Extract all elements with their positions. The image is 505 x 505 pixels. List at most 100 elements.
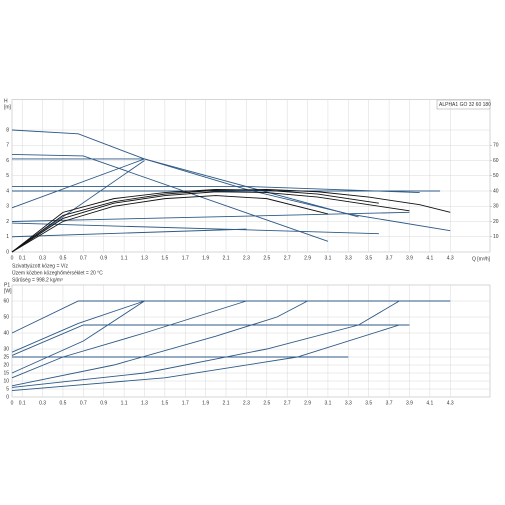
y-tick-label: 50 bbox=[3, 314, 9, 320]
x-tick-label: 0.7 bbox=[80, 400, 87, 406]
y-tick-label: 2 bbox=[6, 219, 9, 225]
note: Üzem közben közeghőmérséklet = 20 °C bbox=[12, 269, 103, 276]
y2-tick-label: 50 bbox=[493, 173, 499, 179]
x-tick-label: 4.3 bbox=[447, 400, 454, 406]
y-tick-label: 5 bbox=[6, 386, 9, 392]
curve bbox=[11, 211, 410, 222]
y2-tick-label: 20 bbox=[493, 219, 499, 225]
x-tick-label: 2.1 bbox=[223, 255, 230, 261]
x-tick-label: 1.1 bbox=[121, 400, 128, 406]
x-tick-label: 1.3 bbox=[141, 255, 148, 261]
x-tick-label: 0.7 bbox=[80, 255, 87, 261]
curve bbox=[12, 185, 420, 193]
x-tick-label: 1.7 bbox=[182, 400, 189, 406]
y-tick-label: 30 bbox=[3, 346, 9, 352]
y-tick-label: 5 bbox=[6, 173, 9, 179]
x-axis-label: Q [m³/h] bbox=[472, 256, 491, 262]
x-tick-label: 4.1 bbox=[426, 400, 433, 406]
curve bbox=[11, 129, 451, 232]
curve bbox=[11, 189, 379, 253]
y-tick-label: 6 bbox=[6, 158, 9, 164]
curve bbox=[11, 191, 410, 253]
y2-tick-label: 40 bbox=[493, 188, 499, 194]
y-tick-label: 3 bbox=[6, 204, 9, 210]
x-tick-label: 0.3 bbox=[39, 400, 46, 406]
curve bbox=[11, 300, 451, 334]
note: Sűrűség = 998.2 kg/m³ bbox=[12, 277, 63, 283]
y-tick-label: 8 bbox=[6, 127, 9, 133]
y2-tick-label: 70 bbox=[493, 143, 499, 149]
x-tick-label: 2.3 bbox=[243, 400, 250, 406]
x-tick-label: 3.1 bbox=[324, 400, 331, 406]
curve bbox=[11, 195, 329, 253]
x-tick-label: 3.9 bbox=[406, 400, 413, 406]
x-tick-label: 2.9 bbox=[304, 400, 311, 406]
y-tick-label: 4 bbox=[6, 188, 9, 194]
x-tick-label: 0 bbox=[11, 255, 14, 261]
x-tick-label: 2.7 bbox=[284, 255, 291, 261]
y-tick-label: 1 bbox=[6, 234, 9, 240]
x-tick-label: 0 bbox=[11, 400, 14, 406]
curve bbox=[11, 300, 308, 387]
y-tick-label: 25 bbox=[3, 354, 9, 360]
x-tick-label: 2.9 bbox=[304, 255, 311, 261]
x-tick-label: 1.9 bbox=[202, 255, 209, 261]
y-axis-unit: [W] bbox=[4, 288, 12, 294]
x-tick-label: 2.3 bbox=[243, 255, 250, 261]
y-tick-label: 15 bbox=[3, 370, 9, 376]
y-tick-label: 7 bbox=[6, 143, 9, 149]
x-tick-label: 1.1 bbox=[121, 255, 128, 261]
x-tick-label: 2.1 bbox=[223, 400, 230, 406]
x-tick-label: 0.9 bbox=[100, 255, 107, 261]
x-tick-label: 0.5 bbox=[59, 400, 66, 406]
x-tick-label: 2.5 bbox=[263, 255, 270, 261]
curve bbox=[11, 300, 400, 388]
x-tick-label: 3.9 bbox=[406, 255, 413, 261]
chart-title: ALPHA1 GO 32 60 180 bbox=[439, 102, 491, 108]
x-tick-label: 3.7 bbox=[386, 255, 393, 261]
x-tick-label: 1.7 bbox=[182, 255, 189, 261]
x-tick-label: 0.1 bbox=[19, 255, 26, 261]
curve bbox=[11, 324, 410, 356]
x-tick-label: 3.5 bbox=[365, 400, 372, 406]
x-tick-label: 3.3 bbox=[345, 400, 352, 406]
y-axis-label: P1 bbox=[4, 282, 10, 288]
curve bbox=[11, 324, 400, 392]
curve bbox=[11, 300, 145, 353]
y-tick-label: 60 bbox=[3, 298, 9, 304]
x-tick-label: 0.5 bbox=[59, 255, 66, 261]
x-tick-label: 0.1 bbox=[19, 400, 26, 406]
x-tick-label: 1.9 bbox=[202, 400, 209, 406]
curve bbox=[11, 228, 247, 238]
note: Szivattyúzott közeg = Víz bbox=[12, 263, 68, 269]
curve bbox=[11, 189, 451, 253]
x-tick-label: 4.1 bbox=[426, 255, 433, 261]
y-tick-label: 20 bbox=[3, 362, 9, 368]
x-tick-label: 3.7 bbox=[386, 400, 393, 406]
x-tick-label: 1.5 bbox=[161, 400, 168, 406]
y-axis-label: H bbox=[4, 98, 8, 104]
x-tick-label: 3.1 bbox=[324, 255, 331, 261]
x-tick-label: 3.3 bbox=[345, 255, 352, 261]
curve bbox=[11, 300, 145, 374]
curve bbox=[11, 160, 145, 253]
x-tick-label: 2.7 bbox=[284, 400, 291, 406]
x-tick-label: 0.3 bbox=[39, 255, 46, 261]
x-tick-label: 0.9 bbox=[100, 400, 107, 406]
curve bbox=[11, 153, 329, 242]
x-tick-label: 4.3 bbox=[447, 255, 454, 261]
y-tick-label: 0 bbox=[6, 394, 9, 400]
curve bbox=[11, 158, 145, 209]
y2-tick-label: 60 bbox=[493, 158, 499, 164]
y-tick-label: 40 bbox=[3, 330, 9, 336]
x-tick-label: 1.5 bbox=[161, 255, 168, 261]
y-tick-label: 10 bbox=[3, 378, 9, 384]
y2-tick-label: 10 bbox=[493, 234, 499, 240]
y-axis-unit: [m] bbox=[4, 104, 12, 110]
curve bbox=[11, 222, 379, 235]
x-tick-label: 2.5 bbox=[263, 400, 270, 406]
curve bbox=[11, 300, 247, 379]
x-tick-label: 1.3 bbox=[141, 400, 148, 406]
y2-tick-label: 30 bbox=[493, 204, 499, 210]
